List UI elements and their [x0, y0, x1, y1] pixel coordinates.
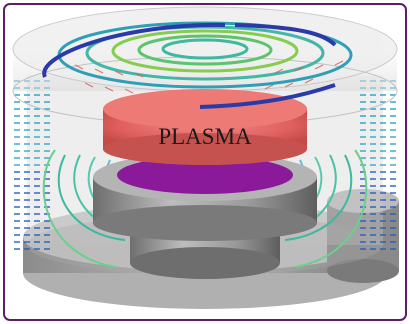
plasma-icon: PLASMA: [103, 89, 307, 165]
figure-frame: PLASMA: [3, 3, 407, 321]
coil-icon: [42, 21, 353, 109]
substrate-wafer-icon: [117, 156, 293, 194]
plasma-label: PLASMA: [158, 124, 252, 149]
icp-reactor-diagram: PLASMA: [12, 6, 399, 309]
coil-field-icon: [74, 60, 344, 94]
